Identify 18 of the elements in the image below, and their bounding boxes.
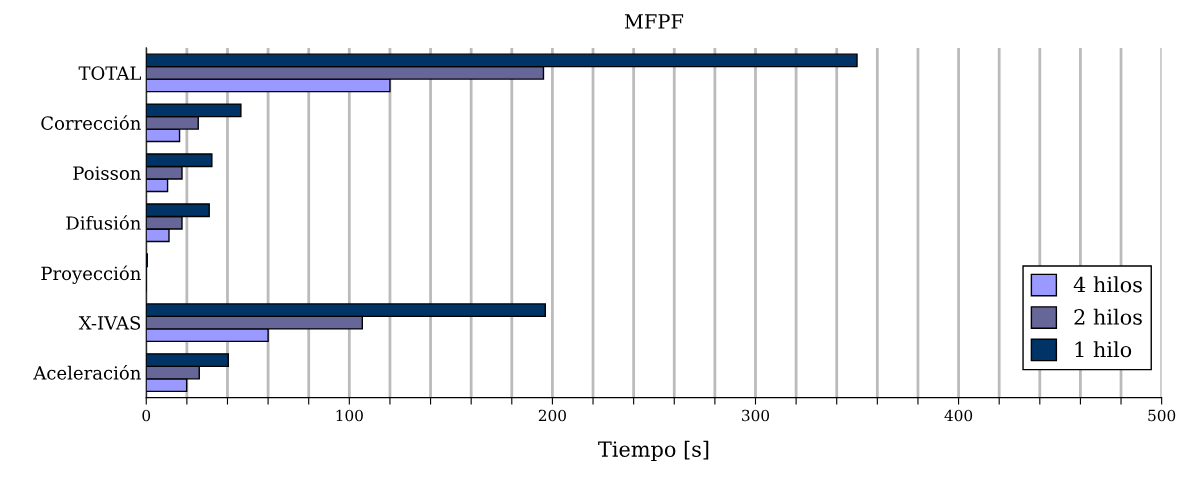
- y-tick-label: Aceleración: [33, 365, 141, 380]
- x-tick-label: 200: [538, 409, 566, 422]
- y-tick-label: X-IVAS: [78, 316, 141, 330]
- legend-label: 1 hilo: [1075, 341, 1132, 358]
- y-tick-label: Proyección: [41, 265, 141, 284]
- y-tick-label: Corrección: [41, 115, 141, 130]
- x-tick-label: 0: [142, 409, 151, 422]
- legend-label: 2 hilos: [1074, 308, 1142, 325]
- y-tick-label: TOTAL: [78, 66, 141, 80]
- y-tick-label: Poisson: [73, 166, 141, 180]
- y-tick-label: Difusión: [66, 215, 141, 230]
- x-axis-title: Tiempo [s]: [598, 440, 709, 461]
- x-tick-label: 300: [742, 409, 770, 422]
- chart-title: MFPF: [624, 14, 684, 29]
- x-tick-label: 100: [336, 409, 363, 422]
- legend-label: 4 hilos: [1073, 276, 1142, 293]
- x-tick-label: 400: [944, 409, 973, 422]
- x-tick-label: 500: [1148, 409, 1176, 422]
